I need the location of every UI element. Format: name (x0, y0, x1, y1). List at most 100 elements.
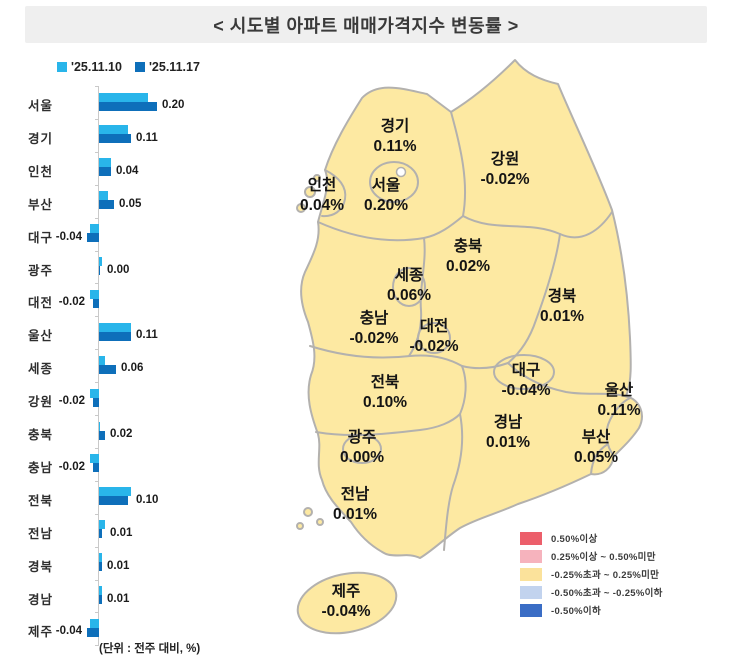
bar-value-label: 0.10 (136, 493, 159, 506)
bar-value-label: 0.01 (107, 592, 130, 605)
bar-category-label: 전남 (28, 526, 54, 541)
bar-current-week (99, 167, 111, 177)
legend-item-curr-week: '25.11.17 (134, 60, 200, 74)
bar-category-label: 강원 (28, 395, 54, 410)
bar-row: 서울 0.20 (0, 86, 270, 119)
bar-row: 전남 0.01 (0, 513, 270, 547)
bar-prev-week (90, 224, 99, 234)
bar-value-label: -0.04 (55, 230, 82, 243)
bar-category-label: 대구 (28, 230, 54, 245)
map-legend-label: 0.50%이상 (551, 534, 598, 545)
axis-tick (95, 349, 99, 351)
bar-prev-week (99, 322, 131, 332)
chart-legend: '25.11.10 '25.11.17 (57, 60, 200, 74)
map-label-jeonnam: 전남 0.01% (333, 486, 377, 523)
bar-category-label: 경기 (28, 131, 54, 146)
map-label-sejong: 세종 0.06% (387, 267, 431, 304)
bar-current-week (99, 331, 131, 341)
bar-category-label: 충남 (28, 460, 54, 475)
border-gyeongnam-jeonnam (443, 413, 464, 551)
axis-tick (95, 118, 99, 120)
map-label-gyeongbuk: 경북 0.01% (540, 288, 584, 325)
title-bar: < 시도별 아파트 매매가격지수 변동률 > (25, 6, 707, 43)
korea-map-svg (296, 59, 643, 635)
bar-current-week (99, 595, 102, 604)
island (313, 174, 321, 182)
map-legend-label: -0.50%초과 ~ -0.25%이하 (551, 588, 663, 599)
map-label-daejeon: 대전 -0.02% (409, 318, 459, 355)
bar-prev-week (99, 487, 131, 497)
border-busan (590, 443, 609, 475)
island (296, 203, 306, 213)
axis-tick (95, 579, 99, 581)
bar-category-label: 대전 (28, 296, 54, 311)
bar-category-label: 세종 (28, 362, 54, 377)
bar-category-label: 전북 (28, 493, 54, 508)
bar-current-week (99, 496, 128, 506)
bar-row: 충남 -0.02 (0, 447, 270, 481)
bar-prev-week (99, 125, 128, 135)
map-legend-label: 0.25%이상 ~ 0.50%미만 (551, 552, 656, 563)
bar-current-week (93, 463, 99, 473)
map-legend-chip (520, 531, 542, 545)
bar-category-label: 충북 (28, 428, 54, 442)
bar-category-label: 서울 (28, 99, 54, 113)
map-label-ulsan: 울산 0.11% (597, 382, 641, 419)
border-jeonbuk-jeonnam (315, 365, 467, 437)
jeju-island (296, 571, 398, 635)
legend-item-prev-week: '25.11.10 (57, 60, 122, 74)
bar-prev-week (99, 553, 102, 563)
bar-value-label: 0.11 (136, 329, 158, 342)
seoul-hole (395, 166, 407, 178)
bar-prev-week (90, 388, 99, 398)
border-gyeongbuk-gyeongnam (507, 362, 629, 398)
island (304, 186, 316, 198)
island (296, 522, 304, 530)
map-legend-chip (520, 585, 542, 599)
bar-current-week (99, 430, 105, 440)
map-label-gangwon: 강원 -0.02% (480, 151, 530, 188)
bar-current-week (99, 101, 157, 111)
bar-prev-week (90, 618, 99, 628)
axis-tick (95, 217, 99, 219)
border-daegu (493, 354, 555, 390)
map-label-chungbuk: 충북 0.02% (446, 238, 490, 275)
bar-value-label: 0.05 (119, 197, 142, 210)
page-title: < 시도별 아파트 매매가격지수 변동률 > (213, 15, 519, 36)
map-legend-chip (520, 567, 542, 581)
bar-current-week (99, 364, 116, 374)
axis-tick (95, 415, 99, 416)
bar-row: 인천 0.04 (0, 151, 270, 185)
bar-chart-rows: 서울 0.20 경기 0.11 인천 0.04 부산 0.05 대구 -0.04 광주 0.00 대전 -… (0, 86, 270, 652)
axis-tick (95, 250, 99, 252)
border-incheon (321, 169, 347, 218)
bar-current-week (99, 266, 100, 275)
bar-row: 부산 0.05 (0, 184, 270, 218)
bar-row: 충북 0.02 (0, 415, 270, 448)
bar-chart: 서울 0.20 경기 0.11 인천 0.04 부산 0.05 대구 -0.04 광주 0.00 대전 -… (0, 86, 270, 652)
bar-value-label: 0.11 (136, 131, 158, 144)
bar-row: 강원 -0.02 (0, 382, 270, 415)
bar-current-week (99, 134, 131, 144)
bar-prev-week (99, 520, 105, 530)
bar-value-label: 0.01 (107, 559, 130, 572)
bar-current-week (99, 529, 102, 539)
bar-prev-week (99, 421, 100, 431)
bar-value-label: 0.01 (110, 526, 133, 539)
axis-tick (95, 151, 99, 153)
border-seoul (369, 161, 419, 203)
map-label-jeju: 제주 -0.04% (321, 583, 371, 620)
bar-prev-week (99, 586, 102, 595)
bar-value-label: 0.20 (162, 99, 185, 111)
map-legend-row: -0.50%초과 ~ -0.25%이하 (520, 585, 663, 599)
axis-tick (95, 184, 99, 186)
map-label-incheon: 인천 0.04% (300, 177, 344, 214)
axis-tick (95, 612, 99, 614)
axis-tick (95, 546, 99, 548)
axis-tick (95, 382, 99, 384)
bar-row: 경남 0.01 (0, 579, 270, 613)
map-legend-chip (520, 549, 542, 563)
bar-row: 경기 0.11 (0, 118, 270, 152)
bar-value-label: -0.02 (58, 296, 85, 309)
